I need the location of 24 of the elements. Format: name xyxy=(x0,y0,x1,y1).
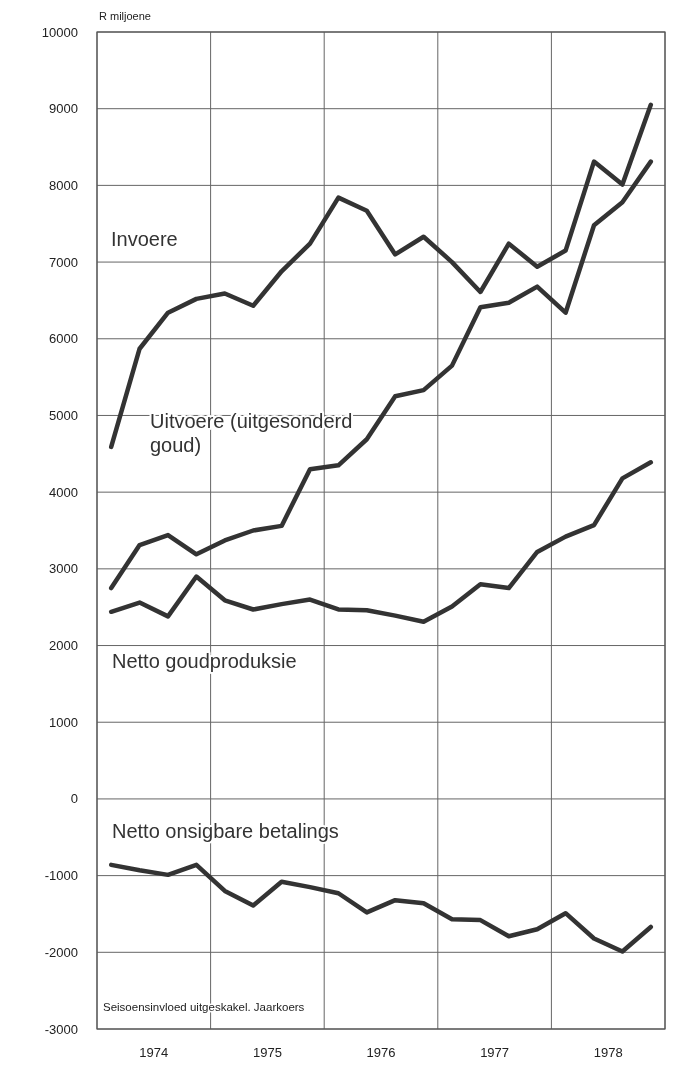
y-tick-label: 2000 xyxy=(49,638,78,654)
y-tick-label: 7000 xyxy=(49,254,78,270)
y-tick-label: 6000 xyxy=(49,331,78,347)
y-tick-label: 3000 xyxy=(49,561,78,577)
x-tick-label: 1975 xyxy=(252,1045,282,1060)
y-tick-label: -2000 xyxy=(44,944,78,960)
y-tick-label: 1000 xyxy=(49,714,78,730)
y-axis-title: R miljoene xyxy=(99,10,151,22)
y-tick-label: 9000 xyxy=(49,101,78,117)
y-tick-label: 0 xyxy=(70,791,78,807)
y-tick-label: 10000 xyxy=(41,24,78,40)
x-tick-label: 1974 xyxy=(139,1045,169,1060)
text: Invoere xyxy=(111,228,178,250)
x-tick-label: 1976 xyxy=(366,1045,396,1060)
line-series xyxy=(108,159,654,591)
line-series xyxy=(108,459,654,625)
x-tick-label: 1978 xyxy=(593,1045,623,1060)
x-tick-label: 1977 xyxy=(480,1045,510,1060)
y-tick-label: -1000 xyxy=(44,868,78,884)
y-tick-label: 5000 xyxy=(49,408,78,424)
line-series xyxy=(108,862,654,954)
y-tick-label: 4000 xyxy=(49,484,78,500)
y-tick-label: -3000 xyxy=(44,1021,78,1037)
y-tick-label: 8000 xyxy=(49,177,78,193)
